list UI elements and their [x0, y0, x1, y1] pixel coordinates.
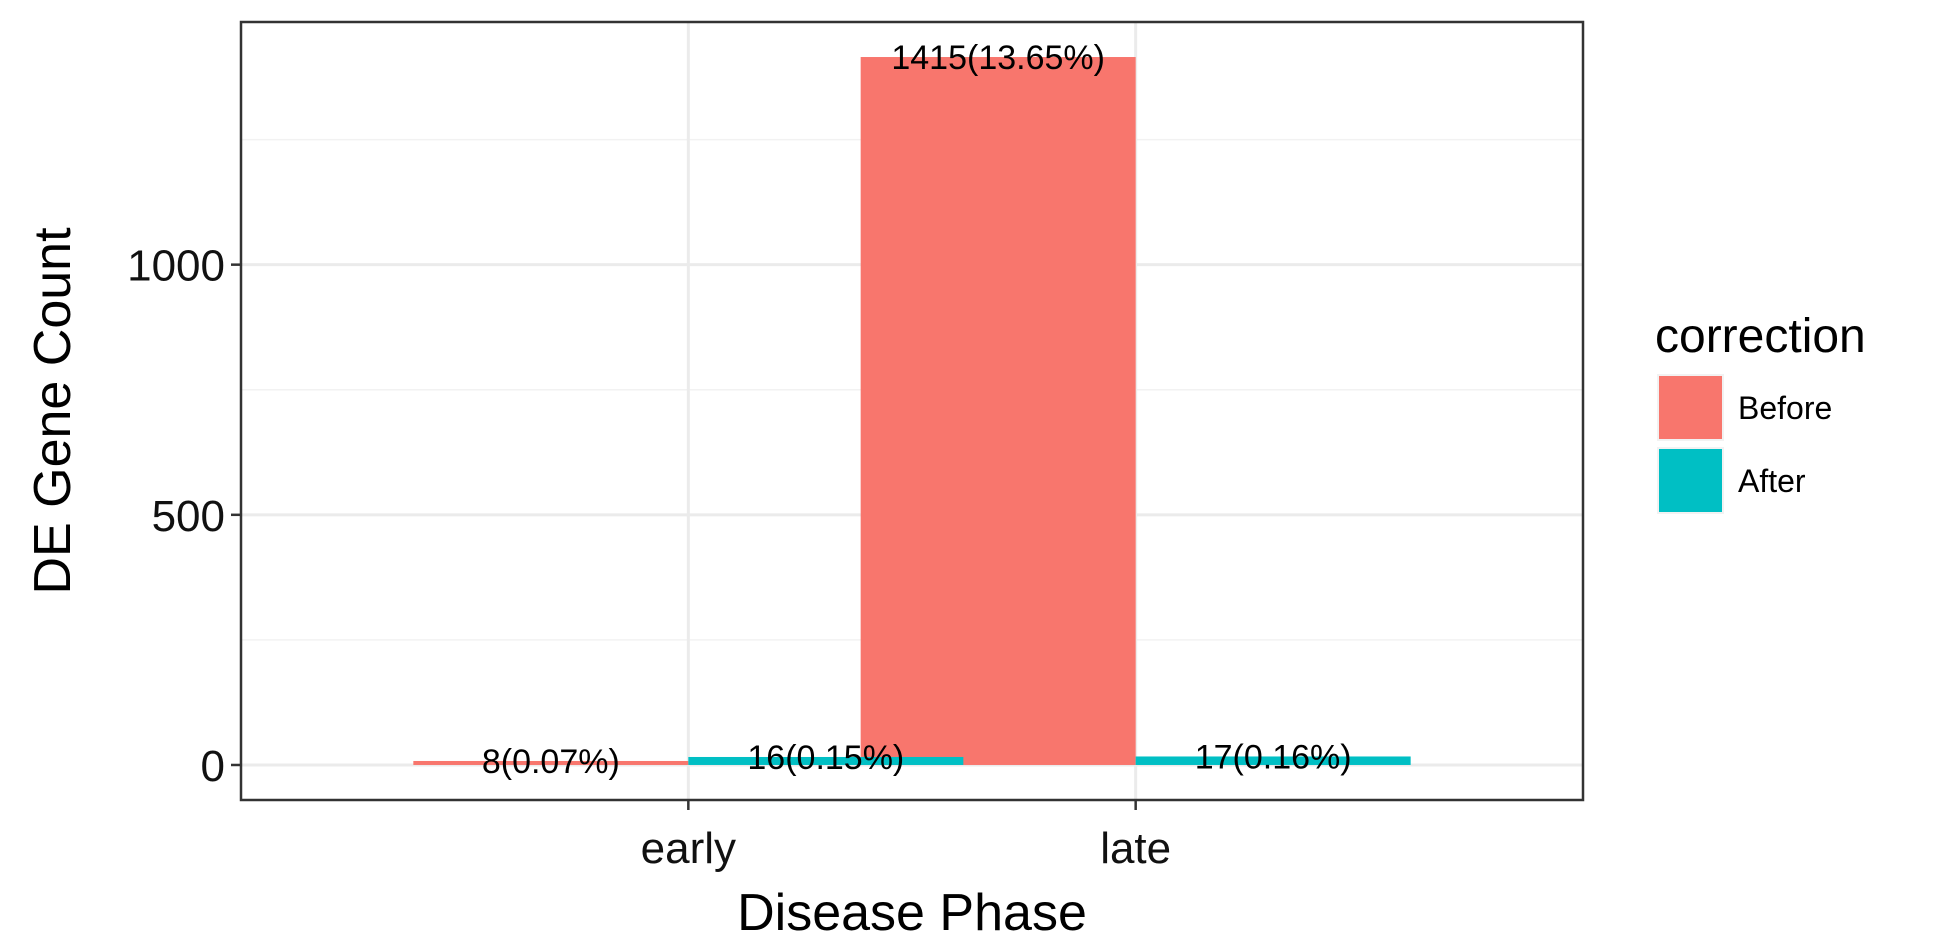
bar-after-late: [1135, 756, 1411, 765]
bar-before-late: [860, 57, 1136, 765]
bar-before-early: [413, 760, 689, 765]
legend: correction Before After: [1655, 310, 1866, 514]
plot-panel-border: [239, 20, 1585, 802]
data-label: 1415(13.65%): [891, 39, 1105, 77]
data-label: 8(0.07%): [482, 743, 620, 781]
x-axis-title: Disease Phase: [737, 884, 1087, 942]
y-tick-label: 1000: [127, 242, 225, 291]
x-tick-label: late: [1100, 824, 1171, 873]
axes: 0 500 1000 early late: [127, 242, 1171, 873]
legend-swatch-after: [1659, 449, 1722, 512]
legend-title: correction: [1655, 310, 1866, 363]
y-tick-label: 0: [201, 742, 225, 791]
y-axis-title: DE Gene Count: [24, 227, 82, 595]
data-label: 16(0.15%): [747, 739, 904, 777]
data-label: 17(0.16%): [1195, 738, 1352, 776]
legend-label-before: Before: [1738, 390, 1832, 426]
bar-after-early: [688, 756, 964, 765]
data-labels: 8(0.07%) 1415(13.65%) 16(0.15%) 17(0.16%): [482, 39, 1352, 781]
bars: [413, 57, 1411, 765]
legend-label-after: After: [1738, 463, 1806, 499]
legend-swatch-before: [1659, 376, 1722, 439]
y-tick-label: 500: [152, 492, 225, 541]
x-tick-label: early: [641, 824, 736, 873]
